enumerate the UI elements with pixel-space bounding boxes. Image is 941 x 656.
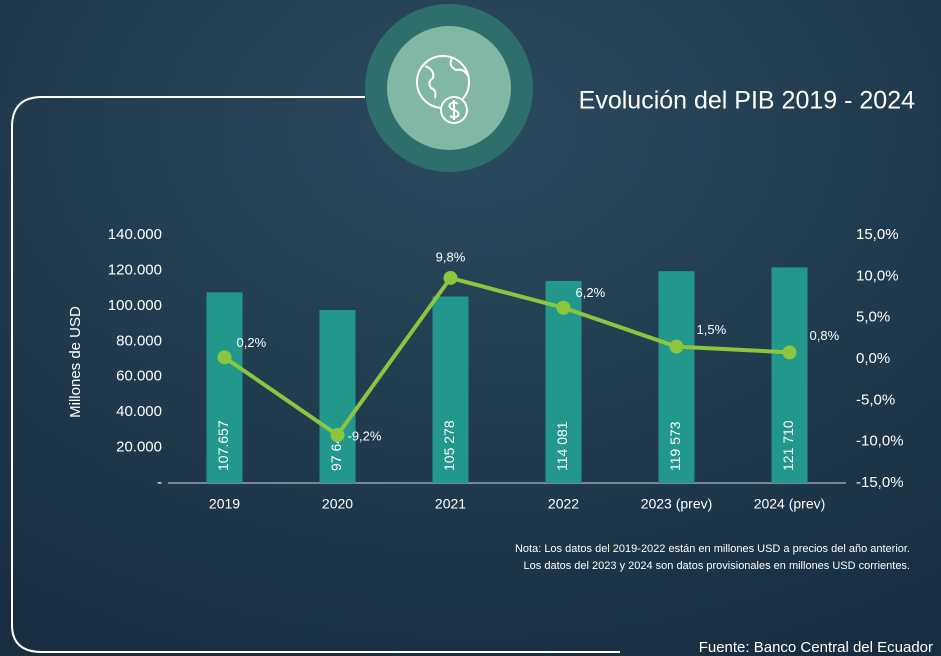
line-point (556, 300, 571, 315)
y2-tick-label: 0,0% (856, 350, 890, 367)
y-axis-label: Millones de USD (67, 306, 84, 418)
line-point (782, 345, 797, 360)
y-tick-label: 140.000 (108, 226, 162, 243)
x-tick-label: 2020 (322, 496, 353, 512)
y2-tick-label: -15,0% (856, 474, 904, 491)
note: Nota: Los datos del 2019-2022 están en m… (515, 543, 910, 555)
line-value-label: 1,5% (697, 322, 727, 337)
line-value-label: 9,8% (436, 249, 466, 264)
frame (11, 96, 620, 653)
source: Fuente: Banco Central del Ecuador (699, 639, 933, 656)
bar-value-label: 121 710 (780, 420, 796, 471)
chart-title: Evolución del PIB 2019 - 2024 (579, 87, 915, 115)
globe-icon (416, 55, 470, 124)
bar-value-label: 107.657 (215, 420, 231, 471)
y-tick-label: 60.000 (116, 368, 162, 385)
line-value-label: 0,8% (810, 328, 840, 343)
y-tick-label: 80.000 (116, 332, 162, 349)
y-tick-label: 20.000 (116, 439, 162, 456)
x-tick-label: 2021 (435, 496, 466, 512)
y-tick-label: 120.000 (108, 261, 162, 278)
x-tick-label: 2024 (prev) (754, 496, 826, 512)
y-tick-label: 40.000 (116, 403, 162, 420)
line-value-label: 6,2% (576, 285, 606, 300)
y2-tick-label: -10,0% (856, 433, 904, 450)
line-value-label: 0,2% (237, 335, 267, 350)
y2-tick-label: 10,0% (856, 267, 899, 284)
line-point (669, 339, 684, 354)
y2-tick-label: 15,0% (856, 226, 899, 243)
x-tick-label: 2023 (prev) (641, 496, 713, 512)
y-tick-label: - (157, 474, 162, 491)
note: Los datos del 2023 y 2024 son datos prov… (524, 560, 910, 572)
bar-value-label: 105 278 (441, 420, 457, 471)
line-point (443, 270, 458, 285)
bar-value-label: 119 573 (667, 421, 683, 471)
x-tick-label: 2019 (209, 496, 240, 512)
line (223, 275, 790, 438)
icon-circle (387, 26, 511, 150)
y-tick-label: 100.000 (108, 297, 162, 314)
line-point (330, 428, 345, 443)
line-point (217, 350, 232, 365)
y2-tick-label: -5,0% (856, 391, 895, 408)
y2-tick-label: 5,0% (856, 309, 890, 326)
bar-value-label: 114 081 (554, 421, 570, 471)
bar (319, 310, 356, 483)
bar (206, 292, 243, 483)
bar (432, 296, 469, 483)
bar (658, 271, 695, 483)
x-tick-label: 2022 (548, 496, 579, 512)
line-value-label: -9,2% (348, 428, 382, 443)
bar (771, 267, 808, 483)
